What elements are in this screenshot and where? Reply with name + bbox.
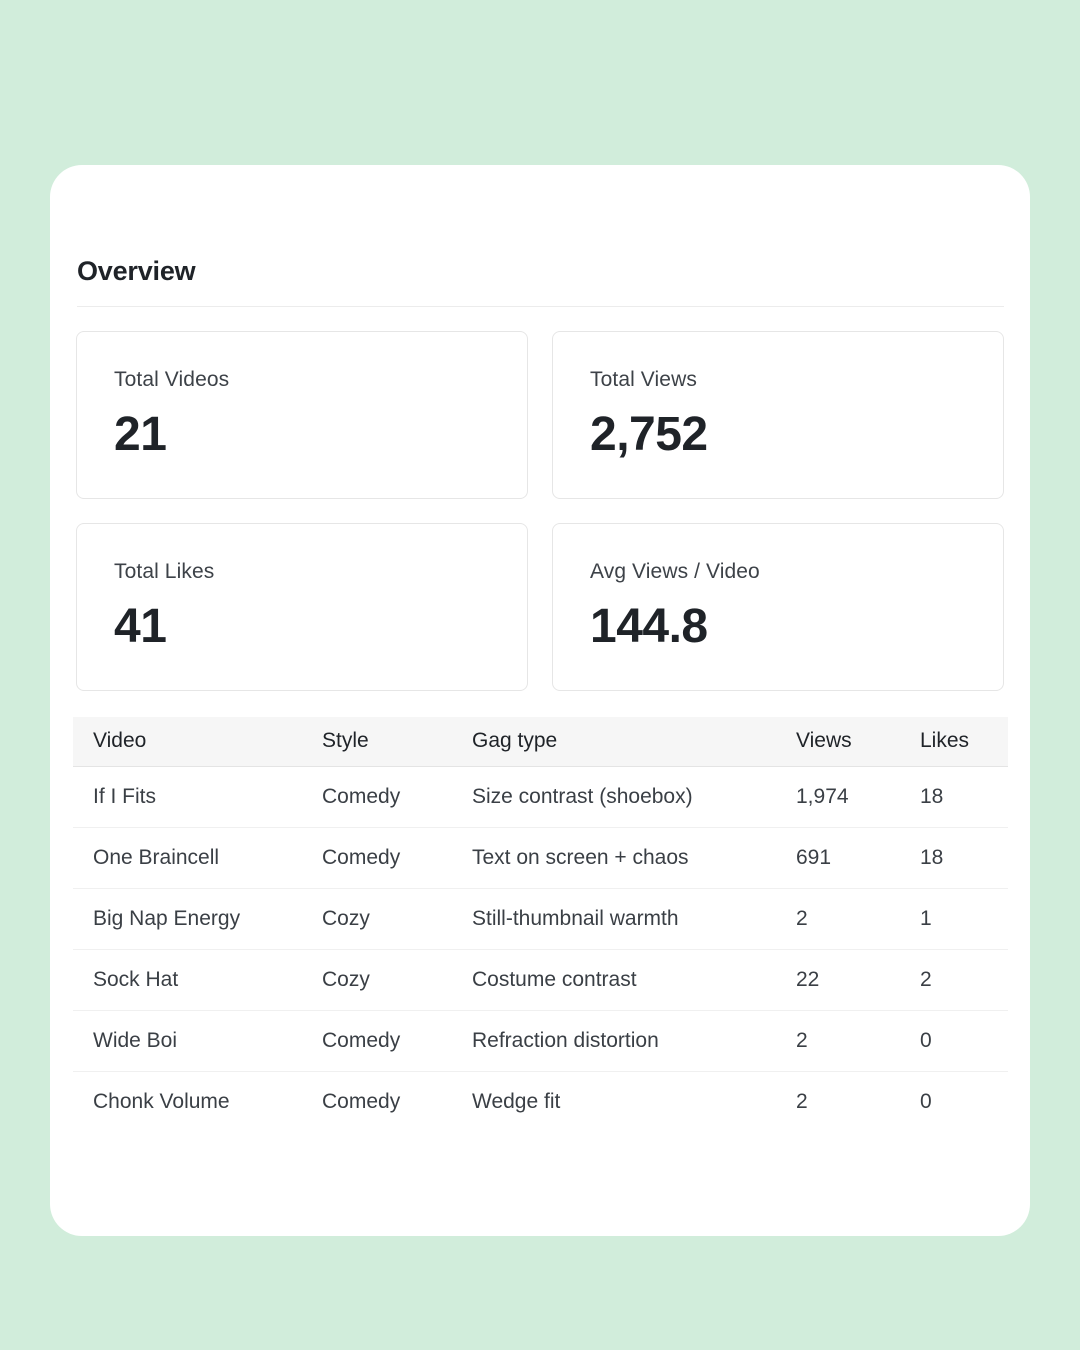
cell-video: If I Fits	[73, 766, 302, 828]
stat-value: 2,752	[590, 408, 708, 461]
cell-views: 2	[776, 1010, 900, 1072]
column-header-style[interactable]: Style	[302, 717, 452, 767]
cell-gag-type: Size contrast (shoebox)	[452, 766, 776, 828]
stats-grid: Total Videos 21 Total Views 2,752 Total …	[76, 331, 1004, 691]
cell-likes: 2	[900, 949, 1008, 1011]
cell-likes: 18	[900, 766, 1008, 828]
stat-label: Avg Views / Video	[590, 560, 760, 583]
table-row[interactable]: Wide Boi Comedy Refraction distortion 2 …	[73, 1010, 1008, 1072]
cell-gag-type: Text on screen + chaos	[452, 827, 776, 889]
cell-style: Comedy	[302, 1010, 452, 1072]
table-row[interactable]: If I Fits Comedy Size contrast (shoebox)…	[73, 766, 1008, 828]
table-row[interactable]: One Braincell Comedy Text on screen + ch…	[73, 827, 1008, 889]
stat-label: Total Views	[590, 368, 697, 391]
cell-views: 2	[796, 1089, 808, 1113]
title-divider	[77, 306, 1004, 307]
cell-gag-type: Still-thumbnail warmth	[452, 888, 776, 950]
column-header-video[interactable]: Video	[73, 717, 302, 767]
cell-video: One Braincell	[73, 827, 302, 889]
cell-style: Cozy	[302, 949, 452, 1011]
column-header-gag-type[interactable]: Gag type	[452, 717, 776, 767]
table-row[interactable]: Chonk Volume Comedy Wedge fit 2 0	[73, 1071, 1008, 1132]
table-header-row: Video Style Gag type Views Likes	[73, 717, 1008, 767]
cell-gag-type: Wedge fit	[472, 1089, 561, 1113]
stat-card-total-likes: Total Likes 41	[76, 523, 528, 691]
cell-video: Chonk Volume	[93, 1089, 230, 1113]
stat-card-avg-views: Avg Views / Video 144.8	[552, 523, 1004, 691]
stat-value: 21	[114, 408, 167, 461]
cell-style: Comedy	[302, 766, 452, 828]
column-header-views[interactable]: Views	[776, 717, 900, 767]
cell-video: Big Nap Energy	[73, 888, 302, 950]
cell-views: 2	[776, 888, 900, 950]
cell-video: Sock Hat	[73, 949, 302, 1011]
cell-style: Cozy	[302, 888, 452, 950]
cell-likes: 0	[900, 1010, 1008, 1072]
stat-value: 41	[114, 600, 167, 653]
cell-likes: 0	[920, 1089, 932, 1113]
cell-views: 1,974	[776, 766, 900, 828]
stat-label: Total Videos	[114, 368, 230, 391]
stat-card-total-videos: Total Videos 21	[76, 331, 528, 499]
cell-views: 691	[776, 827, 900, 889]
stat-value: 144.8	[590, 600, 708, 653]
cell-style: Comedy	[302, 827, 452, 889]
cell-likes: 18	[900, 827, 1008, 889]
stat-card-total-views: Total Views 2,752	[552, 331, 1004, 499]
cell-style: Comedy	[322, 1089, 401, 1113]
stat-label: Total Likes	[114, 560, 215, 583]
cell-views: 22	[776, 949, 900, 1011]
cell-video: Wide Boi	[73, 1010, 302, 1072]
table-row[interactable]: Sock Hat Cozy Costume contrast 22 2	[73, 949, 1008, 1011]
videos-table: Video Style Gag type Views Likes If I Fi…	[73, 717, 1008, 1132]
cell-likes: 1	[900, 888, 1008, 950]
cell-gag-type: Costume contrast	[452, 949, 776, 1011]
column-header-likes[interactable]: Likes	[900, 717, 1008, 767]
cell-gag-type: Refraction distortion	[452, 1010, 776, 1072]
page-title: Overview	[77, 256, 196, 286]
overview-card: Overview Total Videos 21 Total Views 2,7…	[50, 165, 1030, 1236]
table-row[interactable]: Big Nap Energy Cozy Still-thumbnail warm…	[73, 888, 1008, 950]
